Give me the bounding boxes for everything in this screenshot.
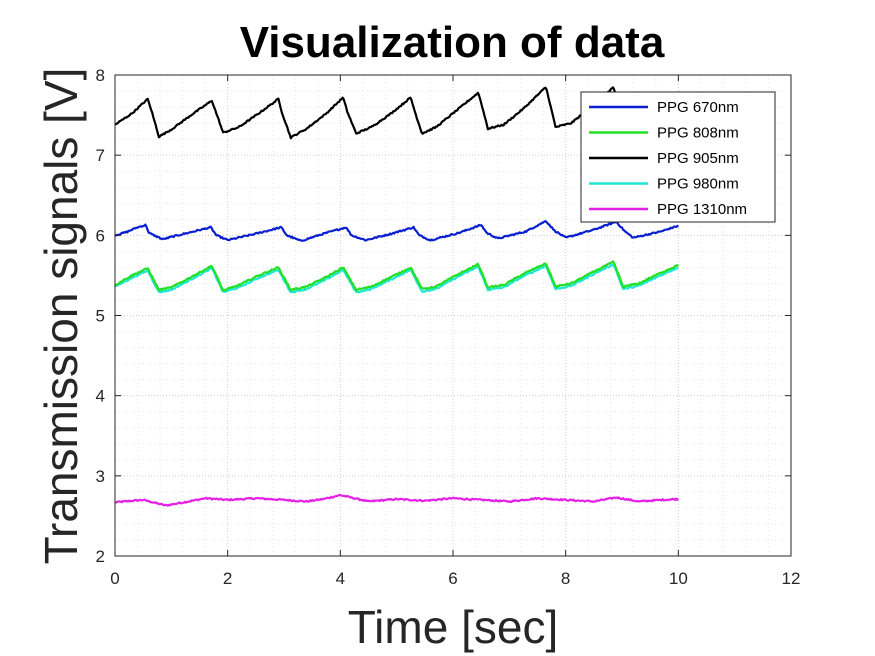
y-axis-label: Transmission signals [V] — [35, 68, 87, 565]
legend: PPG 670nm PPG 808nm PPG 905nm PPG 980nm PPG … — [580, 91, 776, 223]
y-tick-label: 3 — [96, 467, 105, 486]
y-tick-label: 8 — [96, 66, 105, 85]
x-tick-label: 2 — [223, 569, 232, 588]
legend-entry-label: PPG 1310nm — [657, 201, 747, 218]
series-line — [114, 263, 679, 294]
x-tick-label: 0 — [110, 569, 119, 588]
legend-entry-label: PPG 670nm — [657, 99, 739, 116]
series-line — [114, 493, 679, 507]
x-axis-label: Time [sec] — [348, 601, 558, 653]
y-tick-label: 2 — [96, 547, 105, 566]
x-tick-label: 10 — [669, 569, 688, 588]
series-line — [114, 260, 680, 292]
y-tick-label: 4 — [96, 387, 105, 406]
x-tick-label: 4 — [336, 569, 345, 588]
legend-entry-label: PPG 905nm — [657, 150, 739, 167]
x-tick-label: 12 — [782, 569, 801, 588]
x-tick-label: 6 — [448, 569, 457, 588]
grid — [114, 74, 792, 557]
y-tick-label: 6 — [96, 226, 105, 245]
chart-title: Visualization of data — [240, 18, 665, 67]
y-tick-label: 7 — [96, 146, 105, 165]
legend-entry-label: PPG 980nm — [657, 176, 739, 193]
series-line — [114, 220, 680, 242]
legend-entry-label: PPG 808nm — [657, 125, 739, 142]
x-tick-label: 8 — [561, 569, 570, 588]
y-tick-label: 5 — [96, 307, 105, 326]
